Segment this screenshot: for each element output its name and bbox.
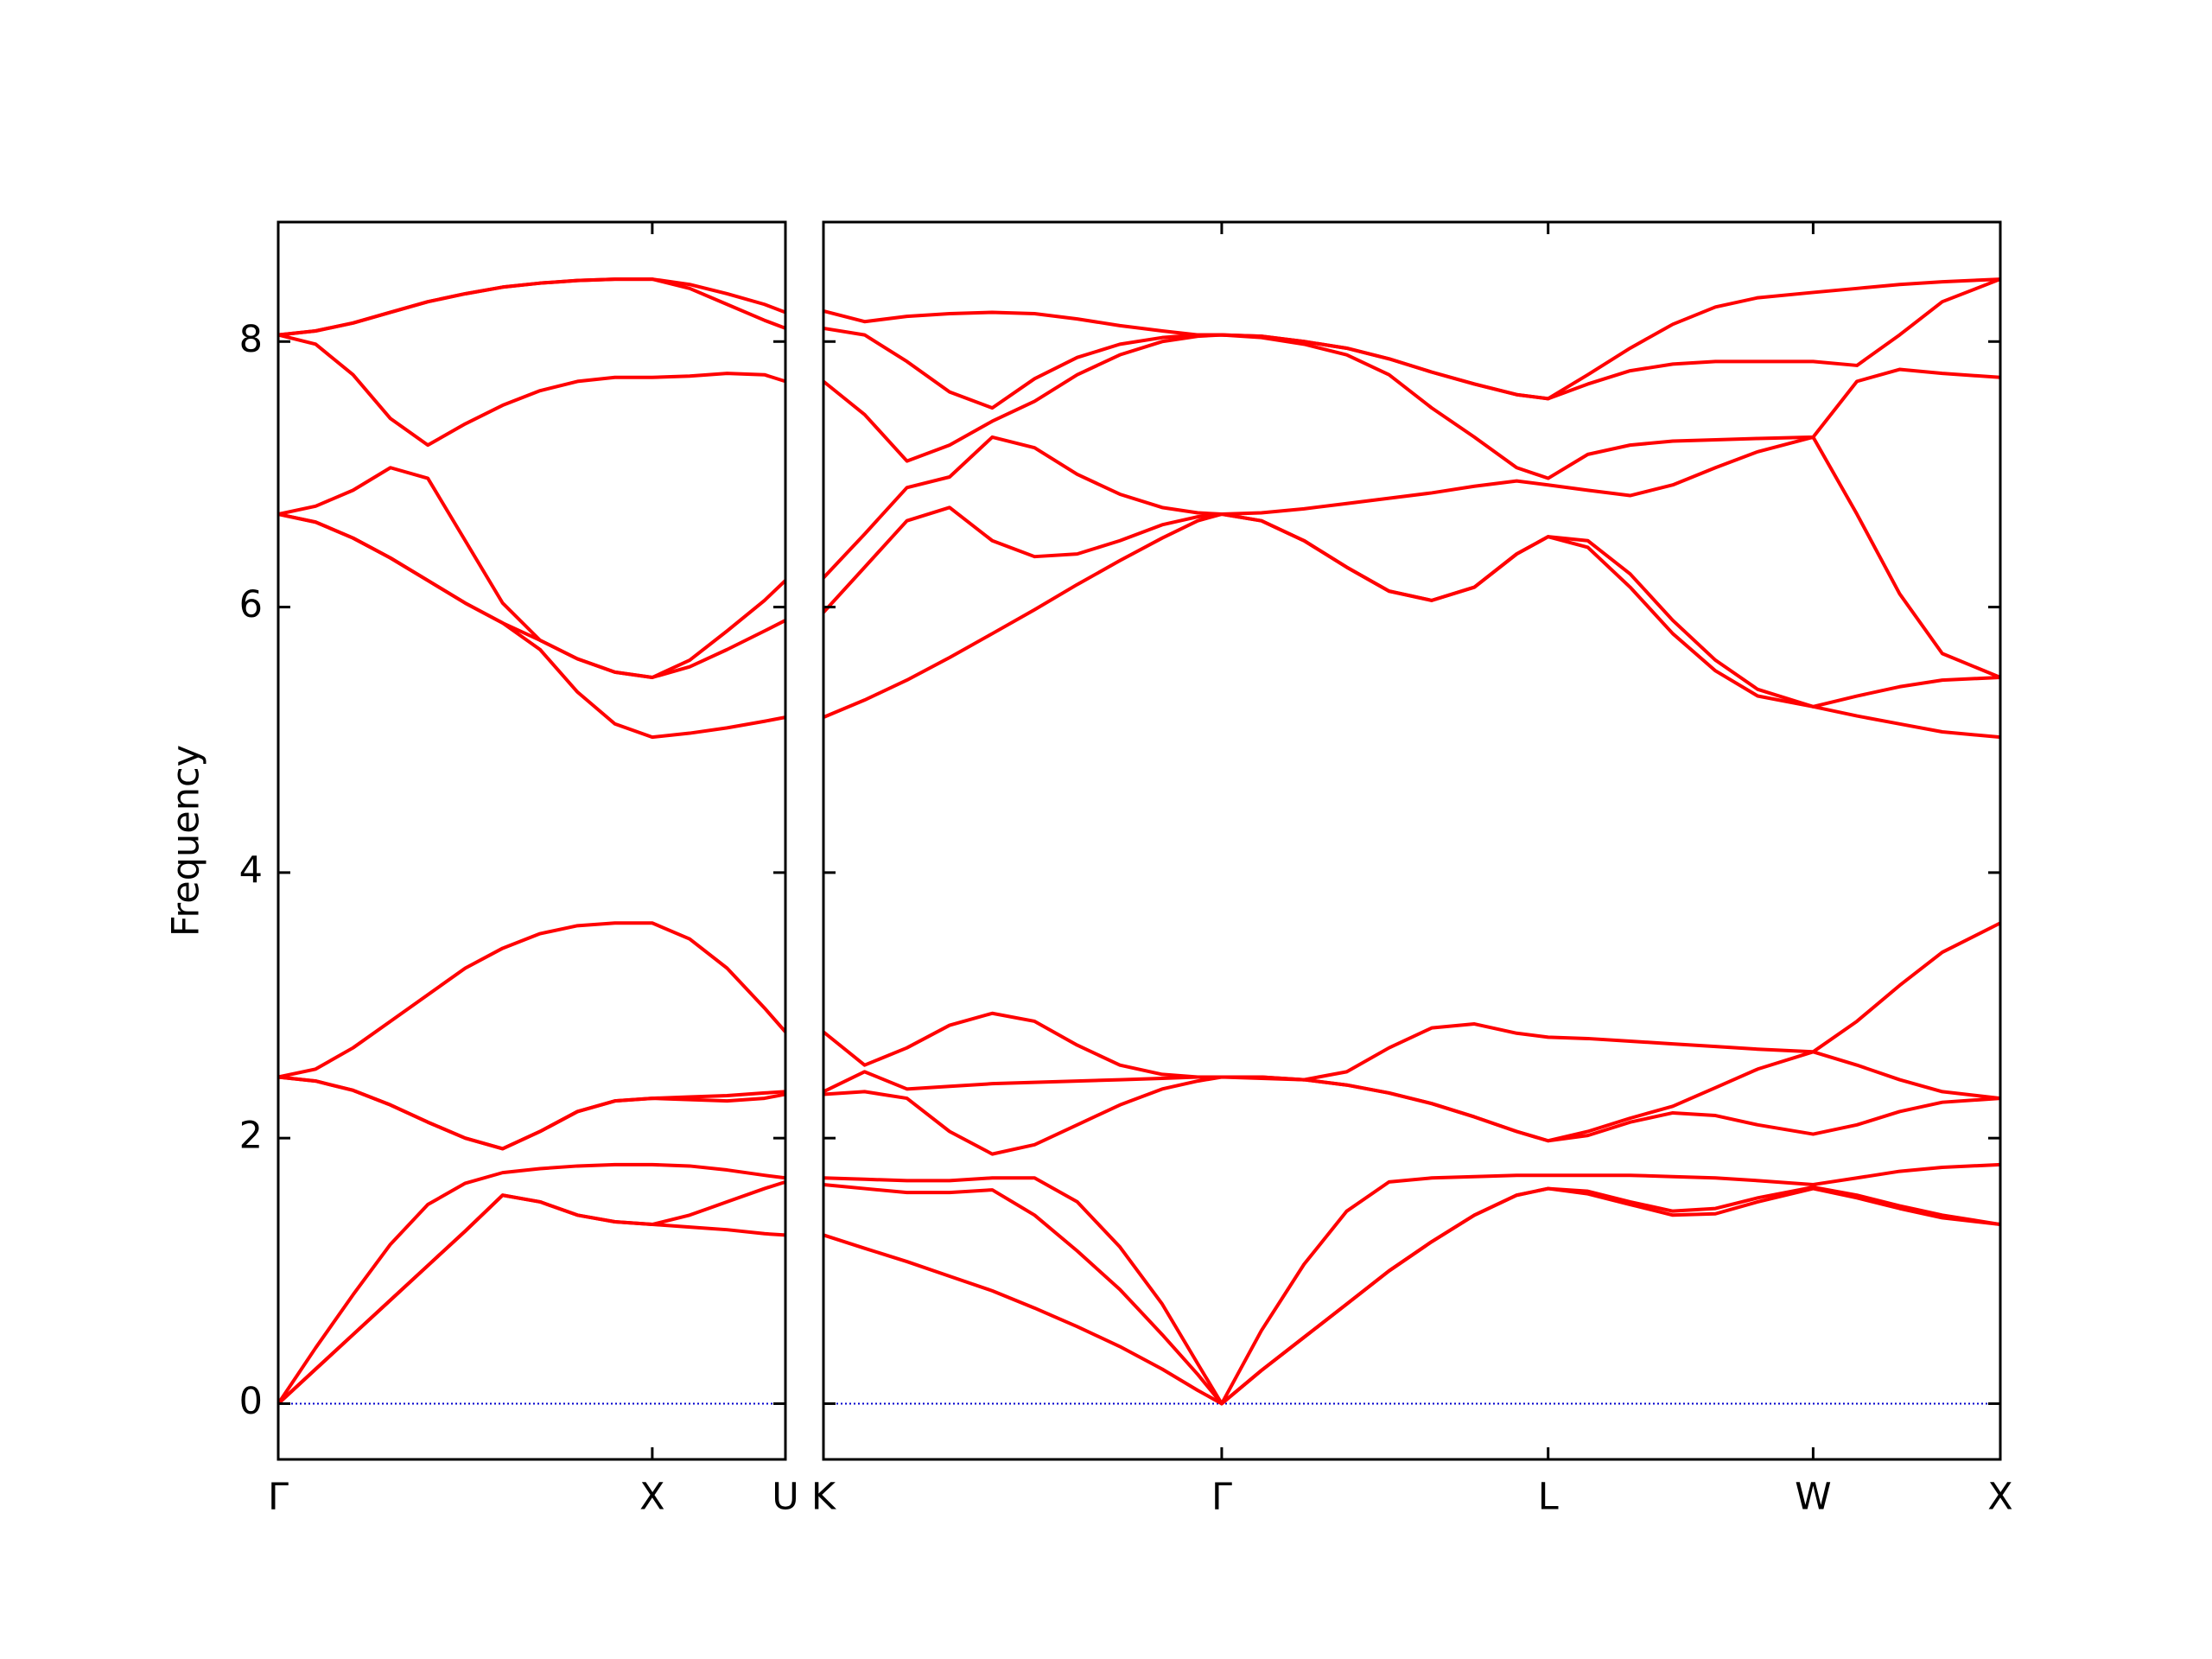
x-tick-label: L [1538, 1476, 1559, 1519]
band-line [822, 333, 2001, 480]
band-line [823, 277, 2001, 401]
band-line [277, 921, 787, 1079]
x-tick-label: U [772, 1476, 798, 1519]
band-line [822, 921, 2001, 1082]
band-line [822, 505, 2001, 709]
x-tick-label: K [811, 1476, 837, 1519]
x-tick-label: Γ [268, 1476, 289, 1519]
band-line [823, 1050, 2001, 1143]
plot-frame [822, 220, 2002, 1461]
band-line [822, 435, 2001, 679]
x-tick-label: X [639, 1476, 664, 1519]
y-tick-label: 8 [239, 318, 263, 361]
y-tick-label: 0 [239, 1380, 263, 1423]
band-line [277, 512, 786, 740]
band-line [276, 1162, 786, 1405]
band-line [823, 1182, 2001, 1406]
band-line [277, 466, 787, 680]
band-line [823, 277, 2001, 410]
band-line [277, 1075, 786, 1151]
band-line [277, 277, 786, 337]
y-tick-label: 6 [239, 583, 263, 626]
band-line [277, 277, 786, 337]
band-line [276, 1193, 786, 1405]
band-line [276, 1179, 786, 1405]
y-tick-label: 4 [239, 849, 263, 892]
x-tick-label: Γ [1211, 1476, 1232, 1519]
band-line [823, 1162, 2001, 1406]
y-tick-label: 2 [239, 1115, 263, 1158]
plot-frame [276, 220, 787, 1461]
x-tick-label: X [1987, 1476, 2012, 1519]
band-line [277, 1075, 786, 1151]
band-line [823, 1186, 2001, 1406]
band-line [823, 1075, 2001, 1156]
band-line [277, 333, 786, 448]
x-tick-label: W [1795, 1476, 1832, 1519]
y-axis-label: Frequency [165, 745, 208, 937]
band-line [277, 512, 786, 680]
